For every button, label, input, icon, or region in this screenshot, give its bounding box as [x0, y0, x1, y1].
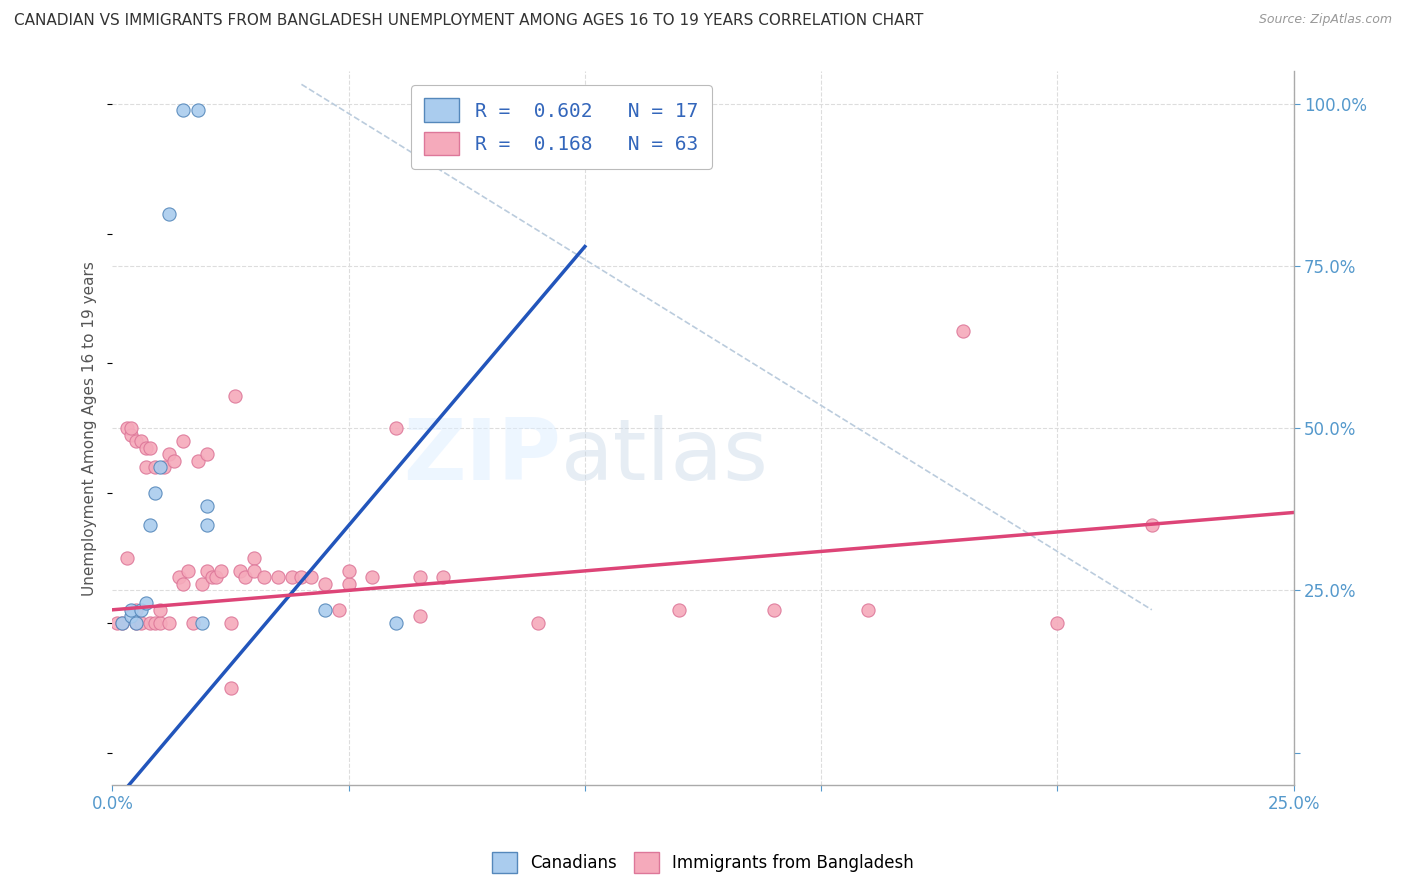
Point	[299, 570, 322, 584]
Point	[201, 570, 224, 584]
Legend: R =  0.602   N = 17, R =  0.168   N = 63: R = 0.602 N = 17, R = 0.168 N = 63	[411, 85, 711, 169]
Point	[115, 421, 138, 435]
Point	[129, 615, 152, 630]
Point	[186, 453, 208, 467]
Point	[219, 681, 242, 695]
Point	[526, 615, 548, 630]
Point	[191, 577, 214, 591]
Point	[149, 615, 172, 630]
Point	[153, 460, 176, 475]
Point	[195, 447, 218, 461]
Point	[762, 603, 785, 617]
Point	[186, 103, 208, 118]
Point	[149, 603, 172, 617]
Point	[157, 447, 180, 461]
Point	[195, 518, 218, 533]
Point	[120, 421, 142, 435]
Text: atlas: atlas	[561, 415, 769, 499]
Point	[172, 577, 194, 591]
Point	[243, 564, 266, 578]
Y-axis label: Unemployment Among Ages 16 to 19 years: Unemployment Among Ages 16 to 19 years	[82, 260, 97, 596]
Point	[167, 570, 190, 584]
Point	[385, 615, 408, 630]
Text: Source: ZipAtlas.com: Source: ZipAtlas.com	[1258, 13, 1392, 27]
Point	[149, 460, 172, 475]
Point	[177, 564, 200, 578]
Point	[120, 427, 142, 442]
Point	[143, 460, 166, 475]
Point	[219, 615, 242, 630]
Point	[432, 570, 454, 584]
Point	[281, 570, 304, 584]
Point	[267, 570, 290, 584]
Point	[143, 615, 166, 630]
Point	[111, 615, 134, 630]
Legend: Canadians, Immigrants from Bangladesh: Canadians, Immigrants from Bangladesh	[485, 846, 921, 880]
Point	[668, 603, 690, 617]
Point	[195, 499, 218, 513]
Point	[328, 603, 350, 617]
Point	[157, 615, 180, 630]
Text: ZIP: ZIP	[404, 415, 561, 499]
Point	[385, 421, 408, 435]
Point	[139, 615, 162, 630]
Point	[163, 453, 186, 467]
Point	[195, 564, 218, 578]
Point	[129, 603, 152, 617]
Text: CANADIAN VS IMMIGRANTS FROM BANGLADESH UNEMPLOYMENT AMONG AGES 16 TO 19 YEARS CO: CANADIAN VS IMMIGRANTS FROM BANGLADESH U…	[14, 13, 924, 29]
Point	[129, 434, 152, 449]
Point	[115, 550, 138, 565]
Point	[1140, 518, 1163, 533]
Point	[408, 609, 430, 624]
Point	[224, 389, 246, 403]
Point	[191, 615, 214, 630]
Point	[125, 615, 148, 630]
Point	[337, 564, 360, 578]
Point	[952, 324, 974, 338]
Point	[172, 434, 194, 449]
Point	[120, 609, 142, 624]
Point	[135, 460, 157, 475]
Point	[408, 570, 430, 584]
Point	[120, 603, 142, 617]
Point	[314, 603, 336, 617]
Point	[361, 570, 384, 584]
Point	[181, 615, 204, 630]
Point	[1046, 615, 1069, 630]
Point	[135, 596, 157, 610]
Point	[172, 103, 194, 118]
Point	[243, 550, 266, 565]
Point	[105, 615, 128, 630]
Point	[337, 577, 360, 591]
Point	[233, 570, 256, 584]
Point	[290, 570, 312, 584]
Point	[111, 615, 134, 630]
Point	[858, 603, 880, 617]
Point	[125, 603, 148, 617]
Point	[205, 570, 228, 584]
Point	[135, 441, 157, 455]
Point	[139, 441, 162, 455]
Point	[157, 207, 180, 221]
Point	[229, 564, 252, 578]
Point	[125, 615, 148, 630]
Point	[253, 570, 276, 584]
Point	[314, 577, 336, 591]
Point	[139, 518, 162, 533]
Point	[209, 564, 232, 578]
Point	[125, 434, 148, 449]
Point	[143, 486, 166, 500]
